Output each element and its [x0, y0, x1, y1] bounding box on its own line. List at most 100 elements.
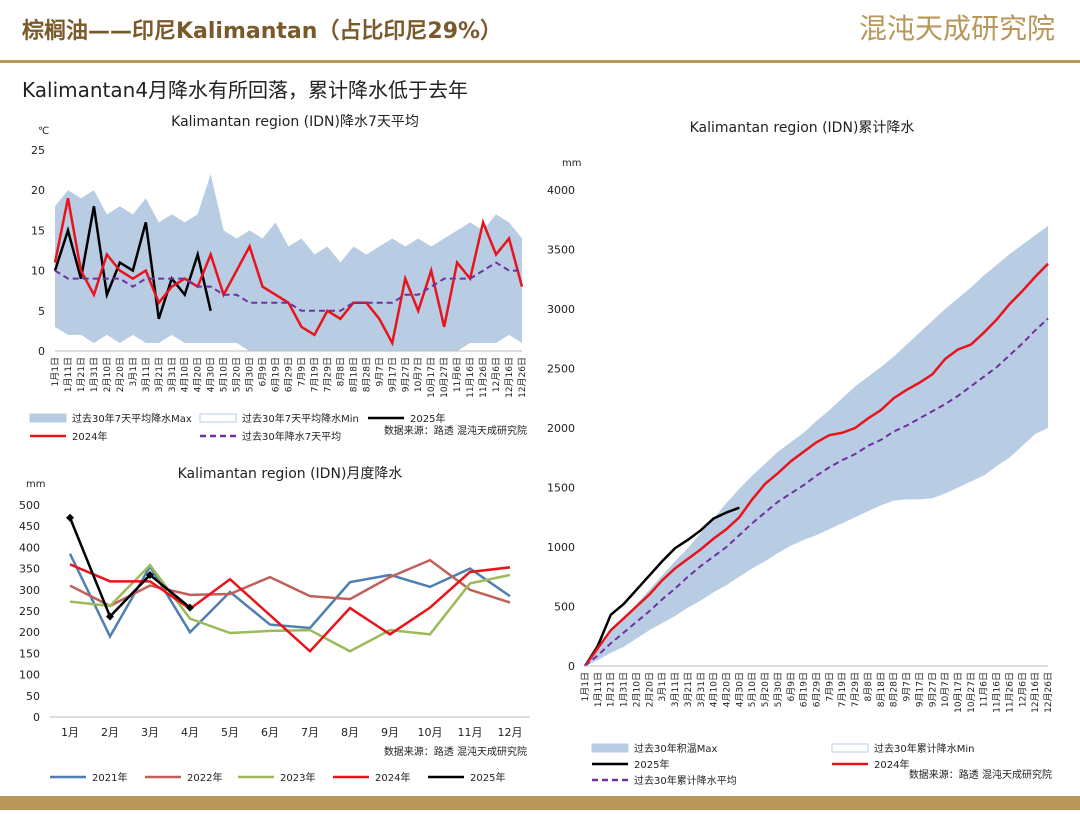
header-rule	[0, 60, 1080, 63]
y-tick-label: 100	[19, 669, 40, 682]
y-tick-label: 2000	[547, 422, 575, 435]
y-tick-label: 1000	[547, 541, 575, 554]
source-note: 数据来源：路透 混沌天成研究院	[909, 768, 1052, 781]
x-tick-label: 1月31日	[619, 672, 630, 707]
legend-label: 过去30年累计降水Min	[874, 742, 974, 755]
logo: 混沌天成研究院	[859, 12, 1055, 45]
legend-label: 过去30年积温Max	[634, 742, 717, 755]
x-tick-label: 7月9日	[296, 357, 307, 386]
y-axis-label: mm	[562, 158, 581, 169]
x-tick-label: 1月11日	[593, 672, 604, 707]
x-tick-label: 7月29日	[322, 357, 333, 392]
x-tick-label: 7月19日	[309, 357, 320, 392]
x-tick-label: 12月16日	[504, 357, 515, 398]
y-tick-label: 25	[31, 144, 45, 157]
x-tick-label: 5月10日	[219, 357, 230, 392]
x-tick-label: 3月	[141, 726, 159, 739]
x-tick-label: 3月1日	[128, 357, 139, 386]
legend-swatch	[199, 413, 237, 423]
x-tick-label: 1月21日	[76, 357, 87, 392]
band-area	[585, 428, 1048, 666]
x-tick-label: 2月20日	[115, 357, 126, 392]
x-tick-label: 2月10日	[102, 357, 113, 392]
series-line	[583, 506, 740, 667]
y-tick-label: 500	[19, 499, 40, 512]
y-tick-label: 1500	[547, 482, 575, 495]
y-tick-label: 0	[33, 711, 40, 724]
x-tick-label: 4月20日	[721, 672, 732, 707]
x-tick-label: 12月6日	[491, 357, 502, 392]
subtitle: Kalimantan4月降水有所回落，累计降水低于去年	[22, 78, 468, 102]
y-tick-label: 50	[26, 690, 40, 703]
legend-label: 过去30年累计降水平均	[634, 774, 737, 787]
legend-label: 过去30年7天平均降水Max	[72, 412, 192, 425]
x-tick-label: 9月7日	[902, 672, 913, 701]
x-tick-label: 8月28日	[361, 357, 372, 392]
x-tick-label: 8月	[341, 726, 359, 739]
x-tick-label: 5月30日	[245, 357, 256, 392]
x-tick-label: 10月	[418, 726, 443, 739]
x-tick-label: 9月17日	[914, 672, 925, 707]
legend-label: 2024年	[375, 771, 410, 784]
x-tick-label: 3月31日	[696, 672, 707, 707]
x-tick-label: 4月30日	[734, 672, 745, 707]
x-tick-label: 3月31日	[167, 357, 178, 392]
x-tick-label: 11月16日	[992, 672, 1003, 713]
x-tick-label: 1月	[61, 726, 79, 739]
y-tick-label: 150	[19, 647, 40, 660]
x-tick-label: 9月17日	[387, 357, 398, 392]
y-tick-label: 0	[568, 660, 575, 673]
x-tick-label: 12月26日	[1043, 672, 1054, 713]
x-tick-label: 4月10日	[709, 672, 720, 707]
x-tick-label: 11月6日	[979, 672, 990, 707]
series-line	[54, 261, 522, 312]
x-tick-label: 3月11日	[670, 672, 681, 707]
x-tick-label: 10月17日	[426, 357, 437, 398]
y-tick-label: 350	[19, 563, 40, 576]
x-tick-label: 5月20日	[232, 357, 243, 392]
point-marker	[146, 570, 154, 579]
band-area	[55, 326, 522, 351]
x-tick-label: 5月	[221, 726, 239, 739]
y-tick-label: 3500	[547, 244, 575, 257]
x-tick-label: 3月1日	[657, 672, 668, 701]
y-tick-label: 450	[19, 520, 40, 533]
point-marker	[66, 513, 74, 522]
x-tick-label: 6月9日	[786, 672, 797, 701]
x-tick-label: 1月21日	[606, 672, 617, 707]
x-tick-label: 12月6日	[1017, 672, 1028, 707]
series-line	[584, 317, 1049, 667]
x-tick-label: 5月10日	[747, 672, 758, 707]
x-tick-label: 3月21日	[154, 357, 165, 392]
y-tick-label: 15	[31, 224, 45, 237]
legend-label: 2022年	[187, 771, 222, 784]
x-tick-label: 10月7日	[940, 672, 951, 707]
x-tick-label: 4月20日	[193, 357, 204, 392]
chart-title: Kalimantan region (IDN)月度降水	[178, 466, 403, 482]
legend-label: 2024年	[72, 430, 107, 443]
x-tick-label: 1月1日	[50, 357, 61, 386]
x-tick-label: 3月21日	[683, 672, 694, 707]
y-tick-label: 20	[31, 184, 45, 197]
chart-title: Kalimantan region (IDN)降水7天平均	[171, 114, 419, 130]
x-tick-label: 6月19日	[271, 357, 282, 392]
x-tick-label: 7月19日	[837, 672, 848, 707]
x-tick-label: 10月27日	[439, 357, 450, 398]
x-tick-label: 10月27日	[966, 672, 977, 713]
x-tick-label: 10月17日	[953, 672, 964, 713]
x-tick-label: 8月8日	[335, 357, 346, 386]
x-tick-label: 9月	[381, 726, 399, 739]
x-tick-label: 9月7日	[374, 357, 385, 386]
y-axis-label: mm	[26, 479, 45, 490]
x-tick-label: 2月	[101, 726, 119, 739]
x-tick-label: 7月9日	[824, 672, 835, 701]
series-line	[68, 517, 191, 619]
x-tick-label: 8月28日	[889, 672, 900, 707]
band-area	[55, 174, 522, 351]
source-note: 数据来源：路透 混沌天成研究院	[384, 424, 527, 437]
x-tick-label: 9月27日	[400, 357, 411, 392]
x-tick-label: 1月1日	[580, 672, 591, 701]
x-tick-label: 2月10日	[631, 672, 642, 707]
y-tick-label: 300	[19, 584, 40, 597]
